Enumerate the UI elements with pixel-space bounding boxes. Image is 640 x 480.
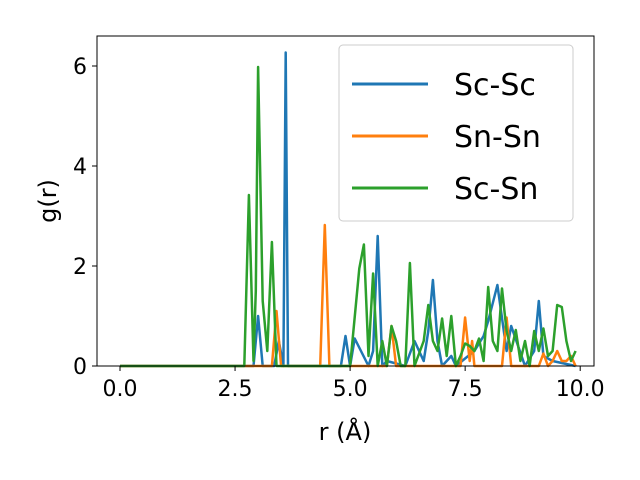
y-tick-label: 4 <box>73 155 87 180</box>
axes-frame <box>96 35 595 367</box>
x-tick-label: 7.5 <box>448 377 483 402</box>
y-axis-label: g(r) <box>34 179 62 223</box>
y-tick-label: 6 <box>73 55 87 80</box>
x-axis-ticks: 0.0 2.5 5.0 7.5 10.0 <box>103 366 605 402</box>
y-axis-ticks: 0 2 4 6 <box>73 55 97 380</box>
x-tick-label: 2.5 <box>218 377 253 402</box>
legend-label: Sc-Sc <box>454 68 536 103</box>
legend-label: Sn-Sn <box>454 120 541 155</box>
x-tick-label: 0.0 <box>103 377 138 402</box>
legend: Sc-Sc Sn-Sn Sc-Sn <box>338 44 574 222</box>
y-tick-label: 0 <box>73 355 87 380</box>
legend-label: Sc-Sn <box>454 172 538 207</box>
x-tick-label: 10.0 <box>556 377 605 402</box>
x-axis-label: r (Å) <box>319 417 372 446</box>
y-tick-label: 2 <box>73 255 87 280</box>
x-tick-label: 5.0 <box>333 377 368 402</box>
series-line-sn-sn <box>120 223 577 368</box>
legend-box <box>338 44 574 222</box>
